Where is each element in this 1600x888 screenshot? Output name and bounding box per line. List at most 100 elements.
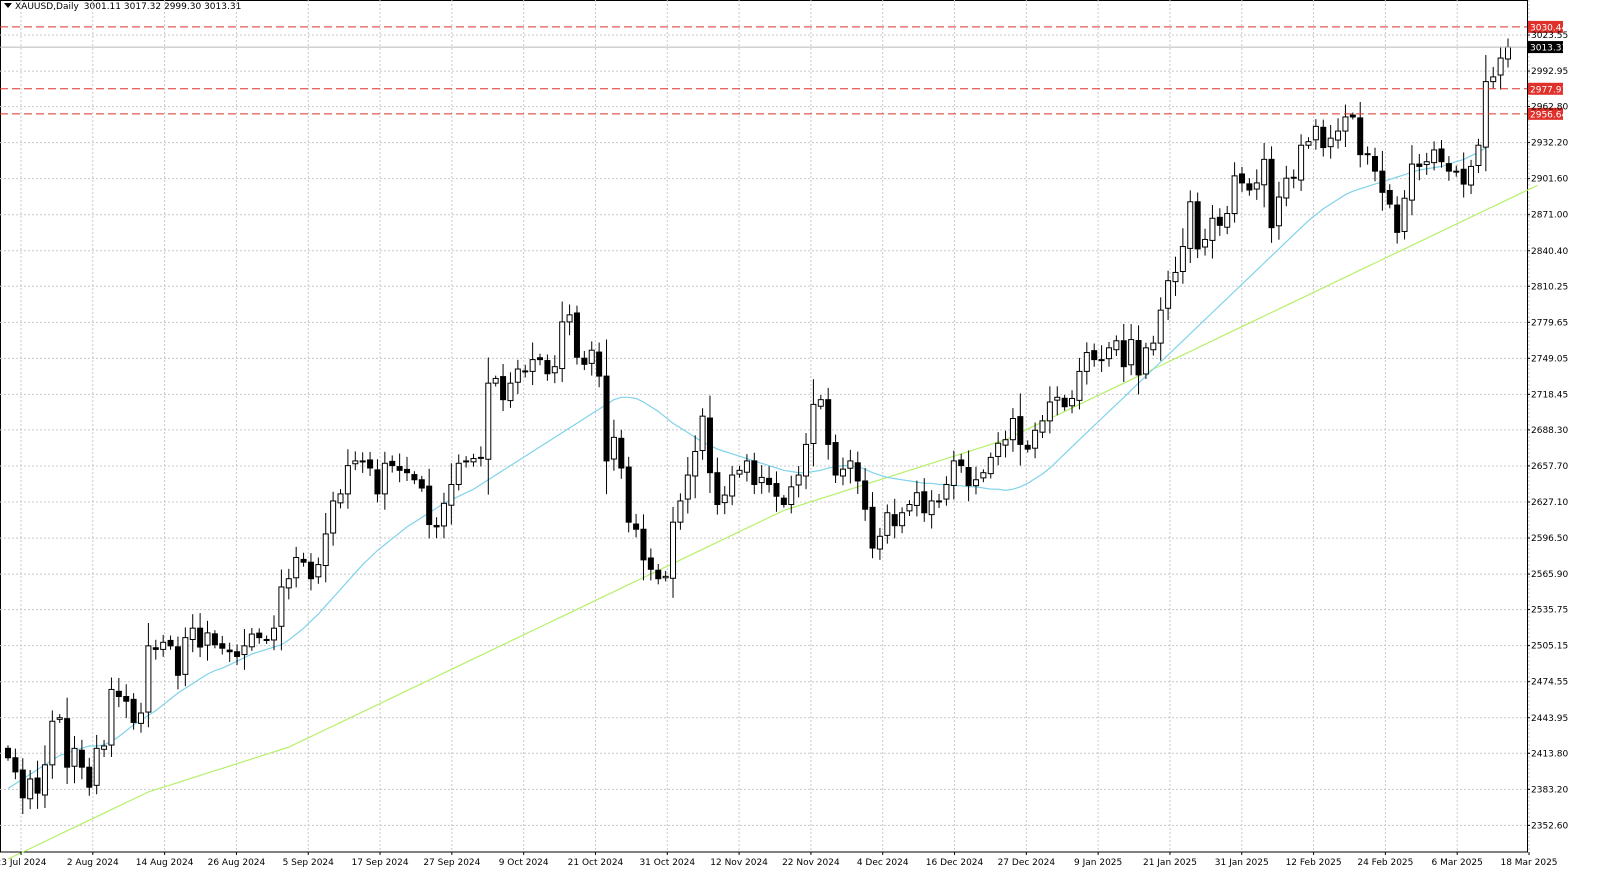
candle-body-up [455, 462, 462, 485]
candle [138, 702, 145, 733]
candle-body-down [647, 557, 654, 570]
level-label: 2956.64 [1530, 110, 1567, 120]
candle-body-down [1238, 173, 1245, 184]
x-tick-label: 16 Dec 2024 [926, 858, 984, 868]
candle-body-up [906, 504, 913, 512]
candle [1142, 342, 1149, 380]
y-tick-label: 2871.00 [1531, 211, 1568, 221]
candle-body-up [108, 688, 115, 746]
x-tick-label: 6 Mar 2025 [1432, 858, 1483, 868]
y-tick-label: 2810.25 [1531, 282, 1568, 292]
candle-body-down [891, 514, 898, 527]
candle [477, 446, 484, 467]
candle-body-down [862, 480, 869, 510]
x-tick-label: 23 Jul 2024 [0, 858, 47, 868]
candle [736, 465, 743, 478]
candle [1275, 181, 1282, 240]
candle-body-up [1468, 165, 1475, 186]
y-tick-label: 2779.65 [1531, 318, 1568, 328]
candle-body-down [1394, 204, 1401, 233]
candle [271, 615, 278, 651]
x-tick-label: 21 Oct 2024 [568, 858, 624, 868]
candle [1497, 46, 1504, 90]
candle [27, 770, 34, 810]
candle-body-down [1460, 168, 1467, 185]
candle [485, 357, 492, 495]
candle [1224, 205, 1231, 235]
candle-body-up [677, 500, 684, 523]
candle-body-up [1423, 161, 1430, 166]
candle [1105, 341, 1112, 367]
candle-body-up [729, 474, 736, 497]
candle [721, 486, 728, 515]
candle-body-up [248, 633, 255, 648]
candle [684, 457, 691, 514]
candle-body-up [145, 645, 152, 713]
candle [847, 449, 854, 484]
x-tick-label: 2 Aug 2024 [67, 858, 119, 868]
x-tick-label: 12 Nov 2024 [710, 858, 768, 868]
candle [1128, 324, 1135, 376]
candle-body-down [34, 777, 41, 794]
level-tag [1528, 82, 1563, 95]
candle [448, 463, 455, 525]
x-tick-label: 26 Aug 2024 [208, 858, 266, 868]
candle [773, 471, 780, 512]
candle-body-up [795, 474, 802, 486]
dropdown-triangle-icon[interactable] [4, 3, 12, 8]
y-tick-label: 3023.55 [1531, 31, 1568, 41]
candle-body-up [56, 717, 63, 720]
candle [440, 492, 447, 539]
candle-body-up [1098, 359, 1105, 362]
candle-body-down [256, 632, 263, 639]
candle [197, 613, 204, 658]
x-tick-label: 5 Sep 2024 [283, 858, 335, 868]
candle [884, 504, 891, 544]
candle-body-up [160, 641, 167, 650]
candle [1032, 422, 1039, 459]
y-tick-label: 2383.20 [1531, 785, 1568, 795]
candle-body-down [1091, 350, 1098, 361]
candle [921, 478, 928, 522]
candle [751, 452, 758, 495]
candle [1246, 178, 1253, 196]
candle [433, 517, 440, 539]
x-tick-label: 9 Oct 2024 [499, 858, 549, 868]
candle-body-down [123, 696, 130, 702]
candle-body-up [1408, 163, 1415, 201]
candle [706, 395, 713, 494]
candle-body-up [1083, 352, 1090, 372]
candle-body-up [1105, 347, 1112, 360]
candle [19, 758, 26, 815]
candle-body-up [1482, 81, 1489, 148]
candle [522, 364, 529, 378]
candle [514, 359, 521, 395]
candle-body-down [921, 491, 928, 514]
candle [869, 492, 876, 559]
candle [5, 745, 11, 761]
candle-body-down [1438, 148, 1445, 163]
candle [1113, 335, 1120, 356]
x-tick-label: 14 Aug 2024 [136, 858, 194, 868]
candle-body-up [699, 415, 706, 452]
candle [1438, 140, 1445, 168]
candle-body-down [633, 523, 640, 530]
candle [1194, 192, 1201, 259]
candle [1379, 150, 1386, 211]
candle-body-down [1216, 216, 1223, 226]
candle [1320, 119, 1327, 157]
y-tick-label: 2840.40 [1531, 247, 1568, 257]
candle-body-up [1327, 137, 1334, 148]
level-tag [1528, 107, 1563, 120]
candle-body-up [514, 368, 521, 383]
ohlc-low: 2999.30 [163, 2, 202, 12]
candle [1187, 190, 1194, 264]
candle [825, 387, 832, 460]
candle [1312, 119, 1319, 150]
candle [987, 452, 994, 479]
y-tick-label: 2718.45 [1531, 390, 1568, 400]
candle-body-up [1283, 177, 1290, 199]
candle [610, 419, 617, 471]
symbol-label: XAUUSD [15, 2, 54, 12]
